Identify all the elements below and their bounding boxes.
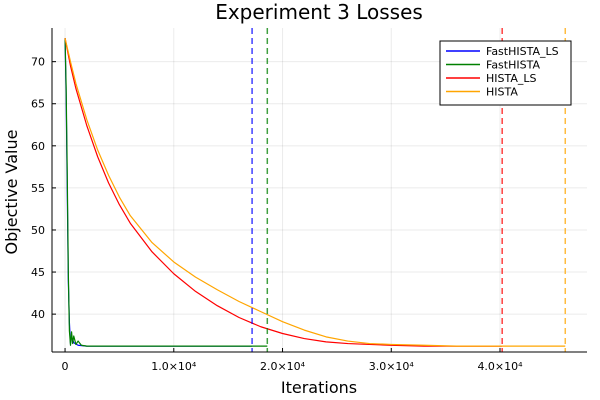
- legend-label: FastHISTA_LS: [486, 45, 559, 58]
- series-line-hista-ls: [64, 37, 503, 347]
- legend-label: HISTA_LS: [486, 72, 537, 85]
- chart-title: Experiment 3 Losses: [215, 0, 423, 24]
- x-axis-label: Iterations: [281, 378, 357, 397]
- legend-label: FastHISTA: [486, 59, 540, 72]
- axes: [51, 28, 587, 353]
- y-tick-label: 55: [31, 182, 45, 195]
- y-axis-label: Objective Value: [2, 130, 21, 255]
- x-tick-label: 3.0×10⁴: [369, 360, 415, 373]
- y-tick-label: 65: [31, 98, 45, 111]
- y-tick-label: 70: [31, 56, 45, 69]
- y-tick-label: 50: [31, 224, 45, 237]
- x-tick-label: 0: [62, 360, 69, 373]
- y-tick-label: 60: [31, 140, 45, 153]
- series-layer: [64, 37, 566, 347]
- legend-label: HISTA: [486, 86, 518, 99]
- tick-labels: 0 1.0×10⁴ 2.0×10⁴ 3.0×10⁴ 4.0×10⁴ 40 45 50 55 60 6…: [31, 56, 523, 373]
- y-tick-label: 45: [31, 266, 45, 279]
- x-tick-label: 1.0×10⁴: [151, 360, 197, 373]
- y-tick-label: 40: [31, 308, 45, 321]
- series-line-hista: [64, 37, 566, 347]
- series-line-fasthista: [64, 38, 268, 347]
- x-tick-label: 2.0×10⁴: [260, 360, 306, 373]
- x-tick-label: 4.0×10⁴: [477, 360, 523, 373]
